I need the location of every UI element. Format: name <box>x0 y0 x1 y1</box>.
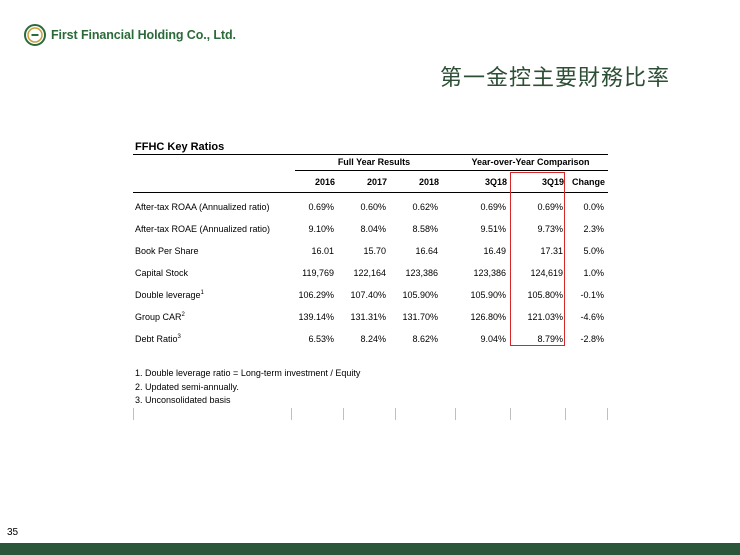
cell-value: 126.80% <box>470 312 506 322</box>
cell-value: 8.79% <box>537 334 563 344</box>
footer-band <box>0 543 740 555</box>
divider-tick <box>455 408 456 420</box>
row-label: After-tax ROAA (Annualized ratio) <box>135 202 270 212</box>
cell-value: 0.69% <box>537 202 563 212</box>
cell-value: 5.0% <box>583 246 604 256</box>
cell-value: 8.62% <box>412 334 438 344</box>
table-row: Double leverage1 106.29% 107.40% 105.90%… <box>133 290 608 304</box>
divider-tick <box>510 408 511 420</box>
company-logo: First Financial Holding Co., Ltd. <box>24 24 236 46</box>
cell-value: 105.90% <box>402 290 438 300</box>
footnote-marker: 2 <box>181 312 185 318</box>
cell-value: 0.69% <box>308 202 334 212</box>
cell-value: 0.69% <box>480 202 506 212</box>
footnote: 1. Double leverage ratio = Long-term inv… <box>135 368 361 378</box>
column-divider-ticks <box>133 408 608 420</box>
logo-emblem-icon <box>24 24 46 46</box>
group-header-yoy-rule <box>453 170 608 171</box>
page-number: 35 <box>7 527 19 538</box>
cell-value: 16.64 <box>415 246 438 256</box>
row-label: Book Per Share <box>135 246 199 256</box>
cell-value: 16.01 <box>311 246 334 256</box>
divider-tick <box>565 408 566 420</box>
table-title: FFHC Key Ratios <box>135 141 225 153</box>
group-header-yoy: Year-over-Year Comparison <box>471 157 590 167</box>
column-header: 3Q19 <box>541 177 564 187</box>
cell-value: 9.51% <box>480 224 506 234</box>
cell-value: 106.29% <box>298 290 334 300</box>
cell-value: 16.49 <box>483 246 506 256</box>
header-rule <box>133 192 608 193</box>
cell-value: 8.58% <box>412 224 438 234</box>
column-header: 3Q18 <box>484 177 507 187</box>
row-label: Group CAR2 <box>135 312 185 322</box>
footnote: 3. Unconsolidated basis <box>135 395 231 405</box>
footnotes: 1. Double leverage ratio = Long-term inv… <box>135 367 360 408</box>
row-label: Double leverage1 <box>135 290 204 300</box>
row-label: Capital Stock <box>135 268 189 278</box>
column-header: 2017 <box>366 177 387 187</box>
cell-value: 105.90% <box>470 290 506 300</box>
table-row: Capital Stock 119,769 122,164 123,386 12… <box>133 268 608 282</box>
cell-value: 8.24% <box>360 334 386 344</box>
cell-value: -4.6% <box>580 312 604 322</box>
cell-value: 8.04% <box>360 224 386 234</box>
page-title: 第一金控主要財務比率 <box>439 66 670 91</box>
divider-tick <box>291 408 292 420</box>
cell-value: 124,619 <box>530 268 563 278</box>
cell-value: 15.70 <box>363 246 386 256</box>
cell-value: -2.8% <box>580 334 604 344</box>
cell-value: 131.70% <box>402 312 438 322</box>
cell-value: 121.03% <box>527 312 563 322</box>
row-label: After-tax ROAE (Annualized ratio) <box>135 224 271 234</box>
row-label: Debt Ratio3 <box>135 334 181 344</box>
cell-value: 0.60% <box>360 202 386 212</box>
cell-value: 107.40% <box>350 290 386 300</box>
footnote-marker: 1 <box>200 290 204 296</box>
company-name: First Financial Holding Co., Ltd. <box>51 28 236 42</box>
column-header: 2018 <box>418 177 439 187</box>
cell-value: -0.1% <box>580 290 604 300</box>
cell-value: 9.73% <box>537 224 563 234</box>
table-row: After-tax ROAA (Annualized ratio) 0.69% … <box>133 202 608 216</box>
cell-value: 17.31 <box>540 246 563 256</box>
table-row: Book Per Share 16.01 15.70 16.64 16.49 1… <box>133 246 608 260</box>
highlight-box-3q19 <box>510 172 565 346</box>
column-header: Change <box>571 177 605 187</box>
footnote-marker: 3 <box>177 334 181 340</box>
cell-value: 119,769 <box>302 268 334 278</box>
group-header-full-year-rule <box>295 170 453 171</box>
cell-value: 1.0% <box>583 268 604 278</box>
cell-value: 6.53% <box>308 334 334 344</box>
footnote: 2. Updated semi-annually. <box>135 381 239 392</box>
divider-tick <box>607 408 608 420</box>
cell-value: 122,164 <box>353 268 386 278</box>
table-row: Debt Ratio3 6.53% 8.24% 8.62% 9.04% 8.79… <box>133 334 608 348</box>
table-row: Group CAR2 139.14% 131.31% 131.70% 126.8… <box>133 312 608 326</box>
divider-tick <box>395 408 396 420</box>
group-header-full-year: Full Year Results <box>337 157 411 167</box>
cell-value: 131.31% <box>350 312 386 322</box>
divider-tick <box>133 408 134 420</box>
cell-value: 0.0% <box>583 202 604 212</box>
cell-value: 105.80% <box>527 290 563 300</box>
cell-value: 139.14% <box>298 312 334 322</box>
column-header: 2016 <box>314 177 335 187</box>
divider-tick <box>343 408 344 420</box>
cell-value: 123,386 <box>405 268 438 278</box>
table-row: After-tax ROAE (Annualized ratio) 9.10% … <box>133 224 608 238</box>
title-rule <box>133 154 608 155</box>
cell-value: 0.62% <box>412 202 438 212</box>
cell-value: 9.04% <box>480 334 506 344</box>
cell-value: 2.3% <box>583 224 604 234</box>
cell-value: 123,386 <box>473 268 506 278</box>
cell-value: 9.10% <box>308 224 334 234</box>
